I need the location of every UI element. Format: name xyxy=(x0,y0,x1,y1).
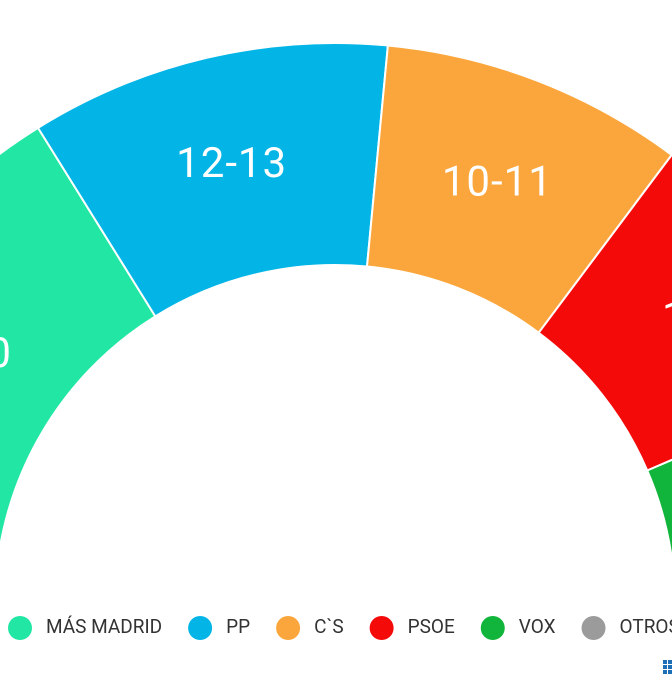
logo-icon xyxy=(663,660,672,674)
legend-marker xyxy=(8,616,32,640)
legend-label: MÁS MADRID xyxy=(46,615,162,638)
legend-label: PSOE xyxy=(408,615,455,638)
value-label: 10-11 xyxy=(442,157,553,206)
legend-label: C`S xyxy=(314,615,344,638)
segment xyxy=(537,153,672,472)
legend-label: PP xyxy=(226,615,250,638)
legend-marker xyxy=(480,616,505,640)
legend-marker xyxy=(369,616,394,640)
legend-marker xyxy=(276,616,301,640)
legend-marker xyxy=(581,616,606,640)
legend-label: OTROS xyxy=(620,615,672,638)
segment xyxy=(645,458,672,556)
value-label: 12-13 xyxy=(176,139,287,188)
legend-marker xyxy=(188,616,213,640)
legend-label: VOX xyxy=(519,615,556,638)
value-label: 1 xyxy=(662,293,672,342)
value-label: 0 xyxy=(0,329,12,378)
segment xyxy=(0,126,157,554)
